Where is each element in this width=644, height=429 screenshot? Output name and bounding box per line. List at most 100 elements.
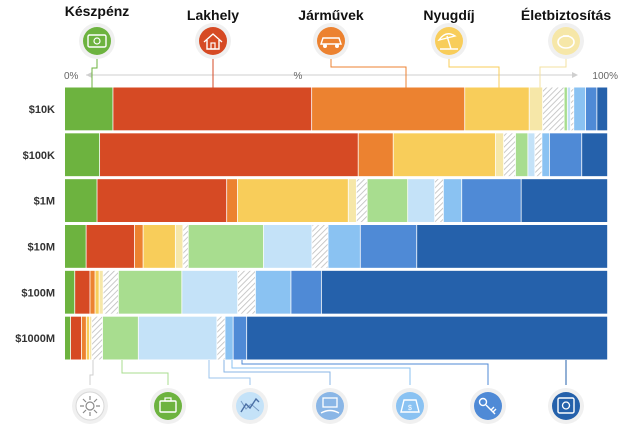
- connector-pension: [448, 59, 500, 88]
- connector-b3: [208, 360, 251, 385]
- bar-segment-row2-s11: [521, 179, 608, 222]
- bar-segment-row3-s5: [183, 225, 188, 268]
- money-bag-icon[interactable]: $: [392, 388, 428, 424]
- category-cash[interactable]: Készpénz: [65, 3, 130, 59]
- bar-segment-row0-s4: [529, 87, 543, 131]
- row-label-1: $100K: [23, 150, 55, 162]
- connector-b5: [231, 360, 411, 385]
- bar-segment-row1-s10: [549, 133, 582, 177]
- row-label-3: $10M: [27, 241, 55, 253]
- bar-segment-row2-s9: [443, 179, 462, 222]
- bar-segment-row4-s8: [238, 270, 256, 314]
- category-label-home: Lakhely: [187, 7, 239, 23]
- network-money-icon[interactable]: [72, 388, 108, 424]
- bar-segment-row2-s1: [97, 179, 227, 222]
- bar-segment-row1-s4: [495, 133, 504, 177]
- category-pension[interactable]: Nyugdíj: [423, 7, 475, 59]
- row-label-4: $100M: [21, 287, 55, 299]
- bar-segment-row0-s8: [570, 87, 574, 131]
- bar-segment-row1-s11: [582, 133, 608, 177]
- bar-segment-row0-s9: [574, 87, 586, 131]
- bar-segment-row2-s4: [348, 179, 356, 222]
- row-label-2: $1M: [34, 196, 55, 208]
- piggy-bank-icon: [548, 23, 584, 59]
- bar-segment-row5-s2: [81, 316, 86, 360]
- bar-segment-row4-s7: [182, 270, 238, 314]
- house-icon: [195, 23, 231, 59]
- row-label-5: $1000M: [15, 333, 55, 345]
- bar-segment-row4-s9: [255, 270, 291, 314]
- axis-mid-label: %: [294, 71, 303, 82]
- bar-segment-row5-s8: [217, 316, 225, 360]
- bar-segment-row0-s1: [113, 87, 312, 131]
- safe-icon[interactable]: [548, 388, 584, 424]
- briefcase-icon[interactable]: [150, 388, 186, 424]
- bar-segment-row4-s5: [103, 270, 118, 314]
- bar-segment-row5-s4: [89, 316, 92, 360]
- bar-segment-row3-s2: [134, 225, 143, 268]
- bar-segment-row2-s2: [227, 179, 238, 222]
- bar-segment-row0-s2: [312, 87, 465, 131]
- bar-segment-row4-s1: [75, 270, 90, 314]
- bar-segment-row3-s6: [188, 225, 264, 268]
- bar-segment-row4-s3: [95, 270, 99, 314]
- bar-segment-row4-s2: [90, 270, 95, 314]
- bar-segment-row3-s11: [417, 225, 608, 268]
- stock-chart-icon[interactable]: [232, 388, 268, 424]
- bar-segment-row5-s3: [86, 316, 90, 360]
- cash-icon: [79, 23, 115, 59]
- bar-segment-row0-s11: [597, 87, 608, 131]
- money-hand-icon[interactable]: [312, 388, 348, 424]
- axis-right-label: 100%: [592, 71, 618, 82]
- bar-segment-row1-s7: [528, 133, 535, 177]
- bar-segment-row3-s9: [328, 225, 360, 268]
- keys-icon[interactable]: [470, 388, 506, 424]
- bar-segment-row5-s7: [138, 316, 217, 360]
- bar-segment-row3-s7: [263, 225, 312, 268]
- svg-text:$: $: [408, 405, 412, 412]
- bar-segment-row5-s6: [102, 316, 138, 360]
- bar-segment-row1-s1: [100, 133, 358, 177]
- bar-segment-row0-s7: [567, 87, 571, 131]
- axis-right-arrow: [572, 72, 578, 78]
- stacked-bars: [65, 87, 608, 360]
- bar-segment-row0-s3: [465, 87, 529, 131]
- connector-lines: [89, 59, 567, 385]
- axis-top: 0% % 100%: [64, 71, 618, 82]
- bar-segment-row5-s5: [92, 316, 103, 360]
- bar-segment-row5-s11: [247, 316, 608, 360]
- bar-segment-row1-s3: [393, 133, 496, 177]
- category-home[interactable]: Lakhely: [187, 7, 239, 59]
- car-icon: [313, 23, 349, 59]
- bar-segment-row1-s9: [542, 133, 550, 177]
- bar-segment-row5-s10: [233, 316, 247, 360]
- bar-segment-row4-s4: [99, 270, 103, 314]
- bar-segment-row4-s10: [291, 270, 321, 314]
- bar-segment-row4-s0: [65, 270, 75, 314]
- bar-segment-row5-s9: [225, 316, 233, 360]
- connector-vehicles: [330, 59, 407, 88]
- category-life-insurance[interactable]: Életbiztosítás: [521, 7, 611, 59]
- bar-segment-row2-s6: [367, 179, 408, 222]
- connector-b6: [241, 360, 489, 385]
- bar-segment-row2-s10: [462, 179, 521, 222]
- bar-segment-row2-s3: [237, 179, 348, 222]
- connector-insurance: [539, 59, 567, 88]
- bar-segment-row0-s6: [564, 87, 567, 131]
- row-label-0: $10K: [29, 104, 55, 116]
- bar-segment-row1-s6: [515, 133, 528, 177]
- bar-segment-row0-s10: [585, 87, 597, 131]
- category-label-pension: Nyugdíj: [423, 7, 474, 23]
- axis-left-label: 0%: [64, 71, 79, 82]
- bar-segment-row4-s6: [118, 270, 182, 314]
- category-vehicles[interactable]: Járművek: [298, 7, 364, 59]
- connector-b2: [121, 360, 169, 385]
- row-labels: $10K $100K $1M $10M $100M $1000M: [15, 104, 55, 345]
- bar-segment-row2-s8: [435, 179, 443, 222]
- connector-cash: [91, 59, 98, 88]
- bar-segment-row2-s5: [356, 179, 367, 222]
- bar-segment-row3-s1: [86, 225, 135, 268]
- bar-segment-row5-s1: [70, 316, 81, 360]
- beach-umbrella-icon: [431, 23, 467, 59]
